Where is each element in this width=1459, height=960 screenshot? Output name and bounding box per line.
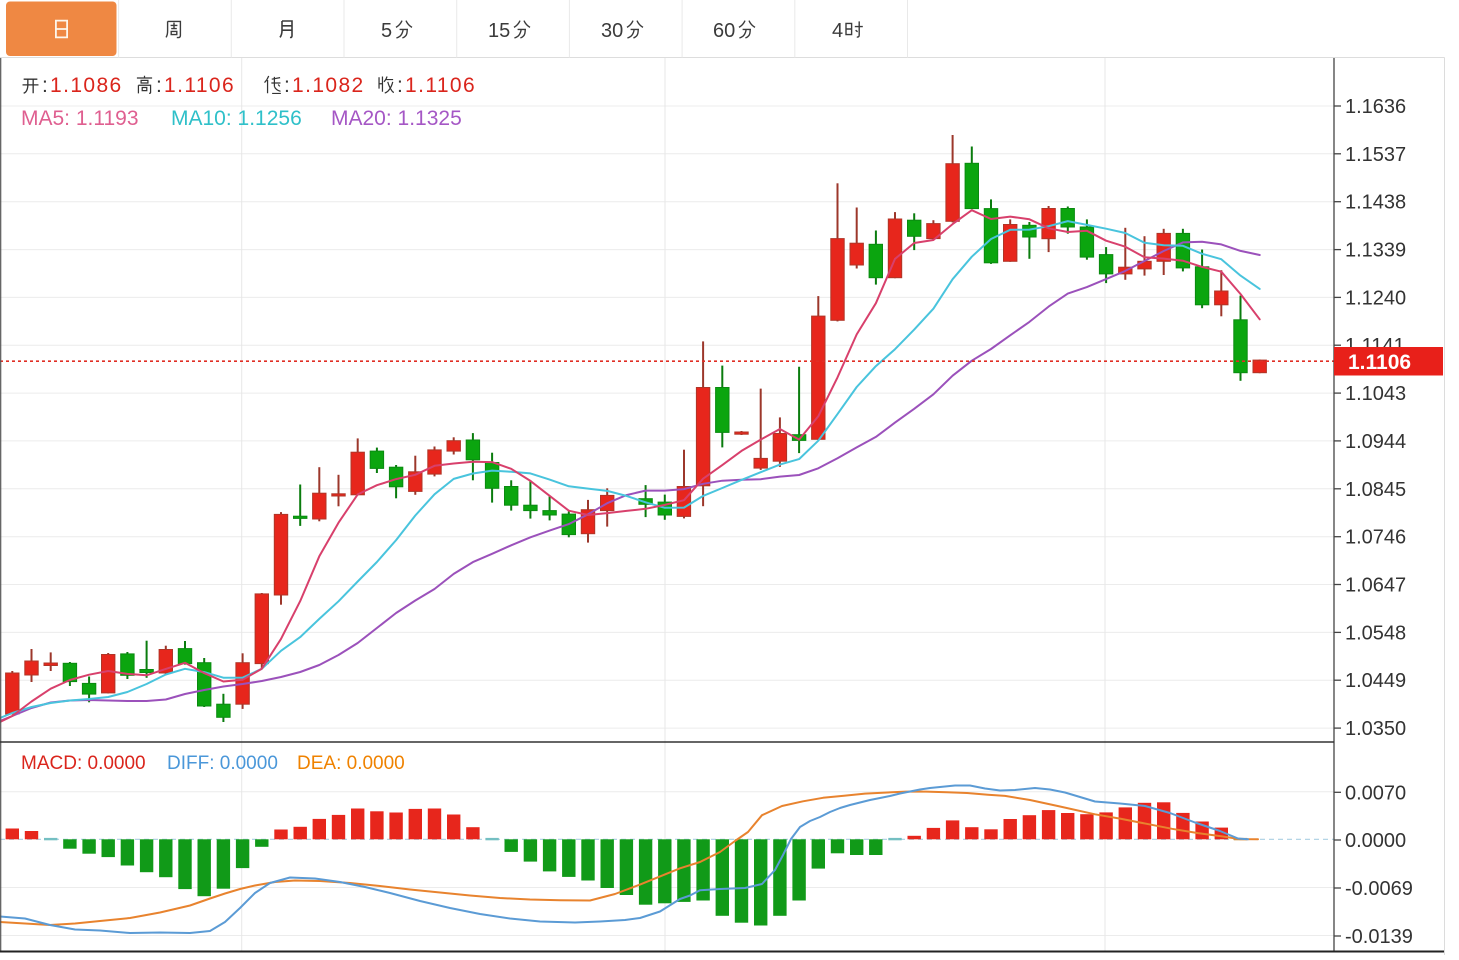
svg-text:-0.0069: -0.0069	[1345, 878, 1413, 900]
svg-text:1.1636: 1.1636	[1345, 96, 1406, 118]
svg-text:0.0000: 0.0000	[1345, 830, 1406, 852]
svg-text:1.0350: 1.0350	[1345, 718, 1406, 740]
svg-text::: :	[397, 74, 403, 97]
svg-text::: :	[284, 74, 290, 97]
svg-text:1.0944: 1.0944	[1345, 431, 1406, 453]
svg-text:-0.0139: -0.0139	[1345, 926, 1413, 948]
svg-text:4: 4	[832, 20, 843, 42]
svg-text:MA20: 1.1325: MA20: 1.1325	[331, 107, 462, 130]
svg-text:15: 15	[488, 20, 510, 42]
svg-text:DEA: 0.0000: DEA: 0.0000	[297, 753, 405, 774]
svg-text:1.1082: 1.1082	[292, 74, 365, 97]
svg-text:MA10: 1.1256: MA10: 1.1256	[171, 107, 302, 130]
svg-text:1.1240: 1.1240	[1345, 287, 1406, 309]
svg-text:30: 30	[601, 20, 623, 42]
svg-text:60: 60	[713, 20, 735, 42]
svg-text:MA5: 1.1193: MA5: 1.1193	[21, 107, 139, 130]
svg-text:5: 5	[381, 20, 392, 42]
svg-text:1.0548: 1.0548	[1345, 622, 1406, 644]
svg-text:1.1086: 1.1086	[50, 74, 123, 97]
svg-text:1.1438: 1.1438	[1345, 192, 1406, 214]
svg-text:1.1106: 1.1106	[405, 74, 476, 97]
svg-text:1.0746: 1.0746	[1345, 527, 1406, 549]
svg-text:1.0449: 1.0449	[1345, 670, 1406, 692]
svg-text:0.0070: 0.0070	[1345, 782, 1406, 804]
svg-text::: :	[42, 74, 48, 97]
svg-text::: :	[156, 74, 162, 97]
svg-text:1.1043: 1.1043	[1345, 383, 1406, 405]
svg-text:1.1339: 1.1339	[1345, 240, 1406, 262]
svg-text:MACD: 0.0000: MACD: 0.0000	[21, 753, 146, 774]
svg-text:1.1537: 1.1537	[1345, 144, 1406, 166]
svg-text:DIFF: 0.0000: DIFF: 0.0000	[167, 753, 278, 774]
svg-text:1.0845: 1.0845	[1345, 479, 1406, 501]
svg-text:1.0647: 1.0647	[1345, 575, 1406, 597]
svg-text:1.1106: 1.1106	[164, 74, 235, 97]
svg-text:1.1106: 1.1106	[1348, 351, 1411, 374]
